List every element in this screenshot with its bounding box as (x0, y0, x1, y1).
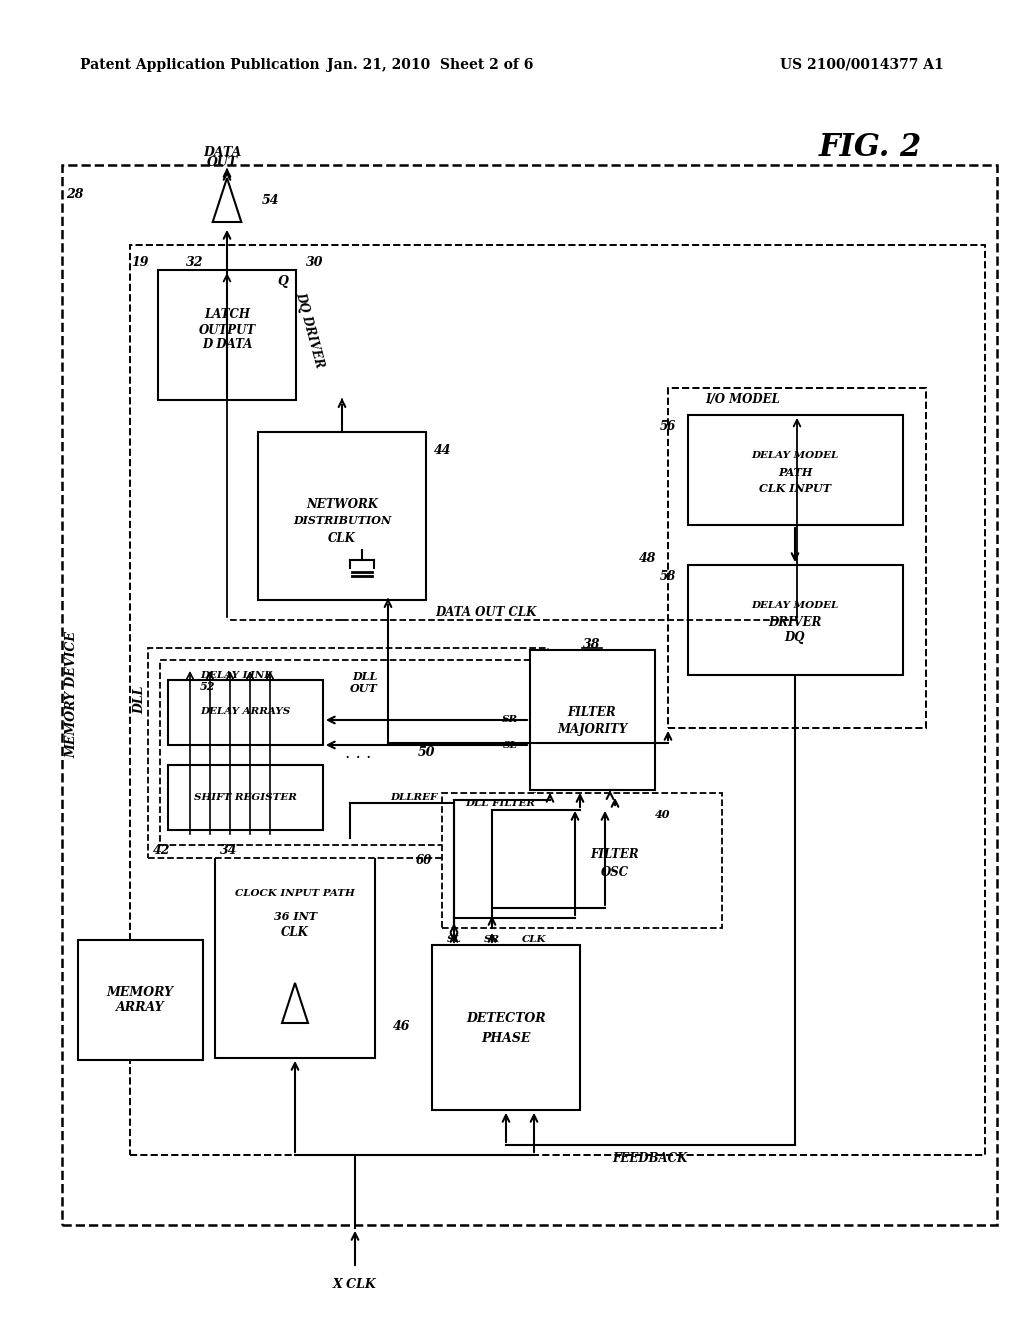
Text: DELAY LINE: DELAY LINE (200, 671, 272, 680)
Bar (530, 649, 655, 789)
Text: MEMORY
ARRAY: MEMORY ARRAY (106, 986, 173, 1014)
Text: CLK: CLK (522, 935, 546, 944)
Text: PATH: PATH (778, 466, 812, 478)
Text: MEMORY DEVICE: MEMORY DEVICE (66, 631, 79, 759)
Text: NETWORK: NETWORK (306, 498, 378, 511)
Bar (62, 165, 997, 1225)
Text: DATA OUT CLK: DATA OUT CLK (435, 606, 537, 619)
Text: OUT: OUT (350, 682, 378, 693)
Text: FILTER: FILTER (591, 849, 639, 862)
Text: Patent Application Publication: Patent Application Publication (80, 58, 319, 73)
Bar (160, 660, 535, 845)
Text: 28: 28 (67, 189, 84, 202)
Bar (432, 945, 580, 1110)
Text: D DATA: D DATA (202, 338, 252, 351)
Text: OSC: OSC (601, 866, 629, 879)
Text: SL: SL (503, 741, 518, 750)
Text: 42: 42 (153, 843, 171, 857)
Bar (130, 246, 985, 1155)
Bar (168, 766, 323, 830)
Text: . . .: . . . (345, 744, 371, 762)
Text: 34: 34 (220, 843, 238, 857)
Text: DISTRIBUTION: DISTRIBUTION (293, 516, 391, 527)
Text: 56: 56 (659, 421, 676, 433)
Text: 19: 19 (131, 256, 148, 269)
Bar (148, 648, 548, 858)
Text: DQ: DQ (784, 631, 805, 644)
Bar (688, 565, 903, 675)
Text: 52: 52 (200, 681, 215, 693)
Text: CLK: CLK (328, 532, 356, 544)
Bar (78, 940, 203, 1060)
Text: CLK: CLK (281, 927, 309, 940)
Text: FILTER: FILTER (567, 705, 616, 718)
Text: 50: 50 (418, 747, 435, 759)
Text: DETECTOR: DETECTOR (466, 1012, 546, 1026)
Bar (168, 680, 323, 744)
Text: SHIFT REGISTER: SHIFT REGISTER (194, 792, 296, 801)
Text: OUT: OUT (207, 157, 238, 169)
Text: 32: 32 (186, 256, 204, 269)
Text: MAJORITY: MAJORITY (557, 723, 627, 737)
Bar (688, 414, 903, 525)
Text: DELAY ARRAYS: DELAY ARRAYS (200, 708, 290, 717)
Text: US 2100/0014377 A1: US 2100/0014377 A1 (780, 58, 944, 73)
Text: SL: SL (446, 935, 462, 944)
Text: DRIVER: DRIVER (768, 615, 821, 628)
Text: DATA: DATA (203, 145, 242, 158)
Text: SR: SR (484, 935, 500, 944)
Text: DLL: DLL (352, 671, 378, 681)
Bar (668, 388, 926, 729)
Text: DLLREF: DLLREF (390, 793, 437, 803)
Text: DLL: DLL (133, 686, 146, 714)
Text: 30: 30 (306, 256, 324, 268)
Text: OUTPUT: OUTPUT (199, 323, 256, 337)
Text: 38: 38 (584, 638, 601, 651)
Text: DELAY MODEL: DELAY MODEL (752, 602, 839, 610)
Text: 54: 54 (262, 194, 280, 206)
Text: DQ DRIVER: DQ DRIVER (294, 290, 327, 370)
Text: Q: Q (278, 276, 288, 289)
Text: LATCH: LATCH (204, 309, 250, 322)
Text: I/O MODEL: I/O MODEL (706, 393, 780, 407)
Text: DELAY MODEL: DELAY MODEL (752, 451, 839, 461)
Text: 58: 58 (659, 570, 676, 583)
Text: CLOCK INPUT PATH: CLOCK INPUT PATH (236, 888, 355, 898)
Text: CLK INPUT: CLK INPUT (759, 483, 831, 494)
Text: 60: 60 (416, 854, 432, 866)
Text: PHASE: PHASE (481, 1032, 530, 1045)
Text: 44: 44 (434, 444, 452, 457)
Text: X CLK: X CLK (333, 1279, 377, 1291)
Text: SR: SR (502, 715, 518, 725)
Text: FEEDBACK: FEEDBACK (612, 1152, 688, 1166)
Text: Jan. 21, 2010  Sheet 2 of 6: Jan. 21, 2010 Sheet 2 of 6 (327, 58, 534, 73)
Text: 46: 46 (392, 1020, 410, 1034)
Text: 48: 48 (639, 552, 656, 565)
Text: 36 INT: 36 INT (273, 911, 316, 921)
Text: FIG. 2: FIG. 2 (818, 132, 922, 164)
Bar (215, 838, 375, 1059)
Bar (442, 793, 722, 928)
Bar (555, 808, 675, 917)
Text: 40: 40 (654, 808, 670, 820)
Text: DLL FILTER: DLL FILTER (465, 799, 535, 808)
Bar (158, 271, 296, 400)
Bar (258, 432, 426, 601)
